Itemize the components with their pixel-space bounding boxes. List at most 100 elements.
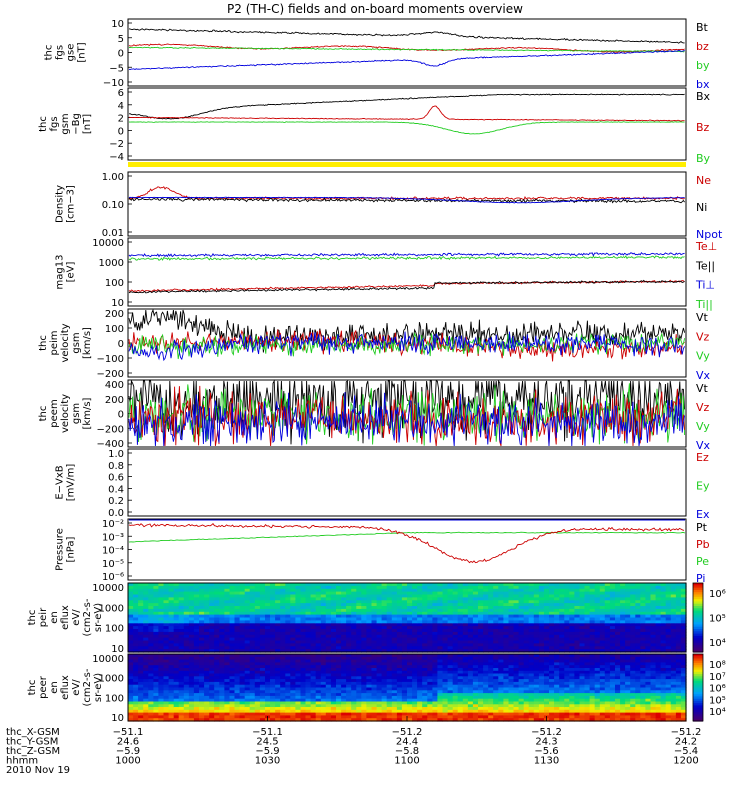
y-tick-label: 0 xyxy=(118,126,124,137)
panel-4 xyxy=(128,238,686,306)
y-axis-label: fgs xyxy=(55,45,66,60)
legend-entry: Pt xyxy=(696,521,708,534)
panel-frame xyxy=(128,449,686,516)
y-axis-label: mag13 xyxy=(55,255,66,290)
y-tick-label: 0.10 xyxy=(102,200,124,211)
panel-5 xyxy=(128,309,686,377)
y-tick-label: 0.4 xyxy=(108,484,124,495)
panel-9 xyxy=(128,583,703,653)
legend-entry: Vy xyxy=(696,350,710,363)
y-axis-label: [km/s] xyxy=(82,327,93,359)
series-line xyxy=(129,253,685,257)
y-tick-label: 100 xyxy=(105,324,124,335)
panel-6 xyxy=(128,380,686,447)
y-axis-label: en xyxy=(49,611,60,624)
series-line xyxy=(129,524,684,563)
y-tick-label: 10 xyxy=(111,19,124,30)
legend-entry: Ne xyxy=(696,174,711,187)
panel-1 xyxy=(128,19,686,86)
legend-entry: Bx xyxy=(696,90,711,103)
y-axis-label: [eV] xyxy=(66,262,77,283)
y-axis-label: (cm2-s- xyxy=(82,598,93,636)
y-tick-label: 0.2 xyxy=(108,496,124,507)
series-line xyxy=(129,333,685,359)
colorbar-tick-label: 10⁶ xyxy=(709,589,726,600)
y-tick-label: 10⁻⁶ xyxy=(102,572,124,583)
y-tick-label: 100 xyxy=(105,278,124,289)
colorbar-tick-label: 10⁵ xyxy=(709,614,726,625)
y-tick-label: 10⁻² xyxy=(102,519,124,530)
series-line xyxy=(129,122,685,134)
y-tick-label: −4 xyxy=(109,152,124,163)
y-axis-label: velocity xyxy=(60,323,71,362)
legend-entry: Vz xyxy=(696,401,710,414)
y-axis-label: peim xyxy=(49,330,60,355)
y-axis-label: gse xyxy=(66,44,77,62)
y-tick-label: 6 xyxy=(118,88,124,99)
y-tick-label: 10⁻⁵ xyxy=(102,559,124,570)
y-axis-label: peir xyxy=(38,607,49,627)
y-tick-label: 0 xyxy=(118,410,124,421)
y-tick-label: 10000 xyxy=(92,583,124,594)
series-line xyxy=(129,532,685,542)
legend-entry: Bz xyxy=(696,121,710,134)
y-axis-label: velocity xyxy=(60,394,71,433)
y-tick-label: 5 xyxy=(118,34,124,45)
y-tick-label: 1000 xyxy=(99,258,124,269)
y-tick-label: 10⁻³ xyxy=(102,532,124,543)
series-line xyxy=(129,280,685,293)
legend-entry: bz xyxy=(696,40,709,53)
panel-8 xyxy=(128,519,686,580)
y-tick-label: −2 xyxy=(109,139,124,150)
legend-entry: By xyxy=(696,152,711,165)
y-axis-label: [nPa] xyxy=(66,536,77,562)
legend-entry: Bt xyxy=(696,21,709,34)
y-axis-label: thc xyxy=(38,335,49,351)
legend-entry: by xyxy=(696,59,710,72)
y-tick-label: −200 xyxy=(97,369,124,380)
y-axis-label: −Bg xyxy=(71,113,82,135)
y-tick-label: 0.8 xyxy=(108,461,124,472)
legend-entry: Ex xyxy=(696,508,710,521)
legend-entry: Pb xyxy=(696,538,710,551)
y-tick-label: 10000 xyxy=(92,238,124,249)
y-axis-label: fgs xyxy=(49,116,60,131)
y-tick-label: 1.00 xyxy=(102,172,124,183)
y-axis-label: [mV/m] xyxy=(66,464,77,502)
panel-10 xyxy=(128,654,703,722)
legend-entry: Pe xyxy=(696,555,709,568)
y-axis-label: thc xyxy=(38,116,49,132)
y-tick-label: 200 xyxy=(105,395,124,406)
legend-entry: Ni xyxy=(696,201,707,214)
y-tick-label: 0.0 xyxy=(108,508,124,519)
y-tick-label: 0 xyxy=(118,49,124,60)
panel-frame xyxy=(128,172,686,236)
panel-frame xyxy=(128,19,686,86)
series-line xyxy=(129,50,685,69)
y-axis-label: eflux xyxy=(60,605,71,630)
y-axis-label: E−VxB xyxy=(55,465,66,499)
y-tick-label: 10⁻⁴ xyxy=(102,546,124,557)
figure-title: P2 (TH-C) fields and on-board moments ov… xyxy=(227,2,523,16)
series-line xyxy=(129,47,685,52)
y-tick-label: 4 xyxy=(118,101,124,112)
legend-entry: Vt xyxy=(696,382,709,395)
series-line xyxy=(129,256,685,260)
legend-entry: Ti⊥ xyxy=(695,279,715,292)
y-axis-label: peem xyxy=(49,399,60,427)
series-line xyxy=(129,94,685,119)
y-axis-label: [cm−3] xyxy=(66,185,77,223)
y-axis-label: thc xyxy=(27,610,38,626)
legend-entry: Ez xyxy=(696,451,709,464)
legend-entry: Ey xyxy=(696,480,710,493)
y-tick-label: 0.6 xyxy=(108,473,124,484)
y-axis-label: eV/ xyxy=(71,609,82,626)
legend-entry: Vz xyxy=(696,330,710,343)
y-axis-label: gsm xyxy=(71,332,82,353)
y-axis-label: gsm xyxy=(71,403,82,424)
y-tick-label: 1.0 xyxy=(108,449,124,460)
panel-frame xyxy=(128,238,686,306)
y-axis-label: Pressure xyxy=(55,528,66,571)
